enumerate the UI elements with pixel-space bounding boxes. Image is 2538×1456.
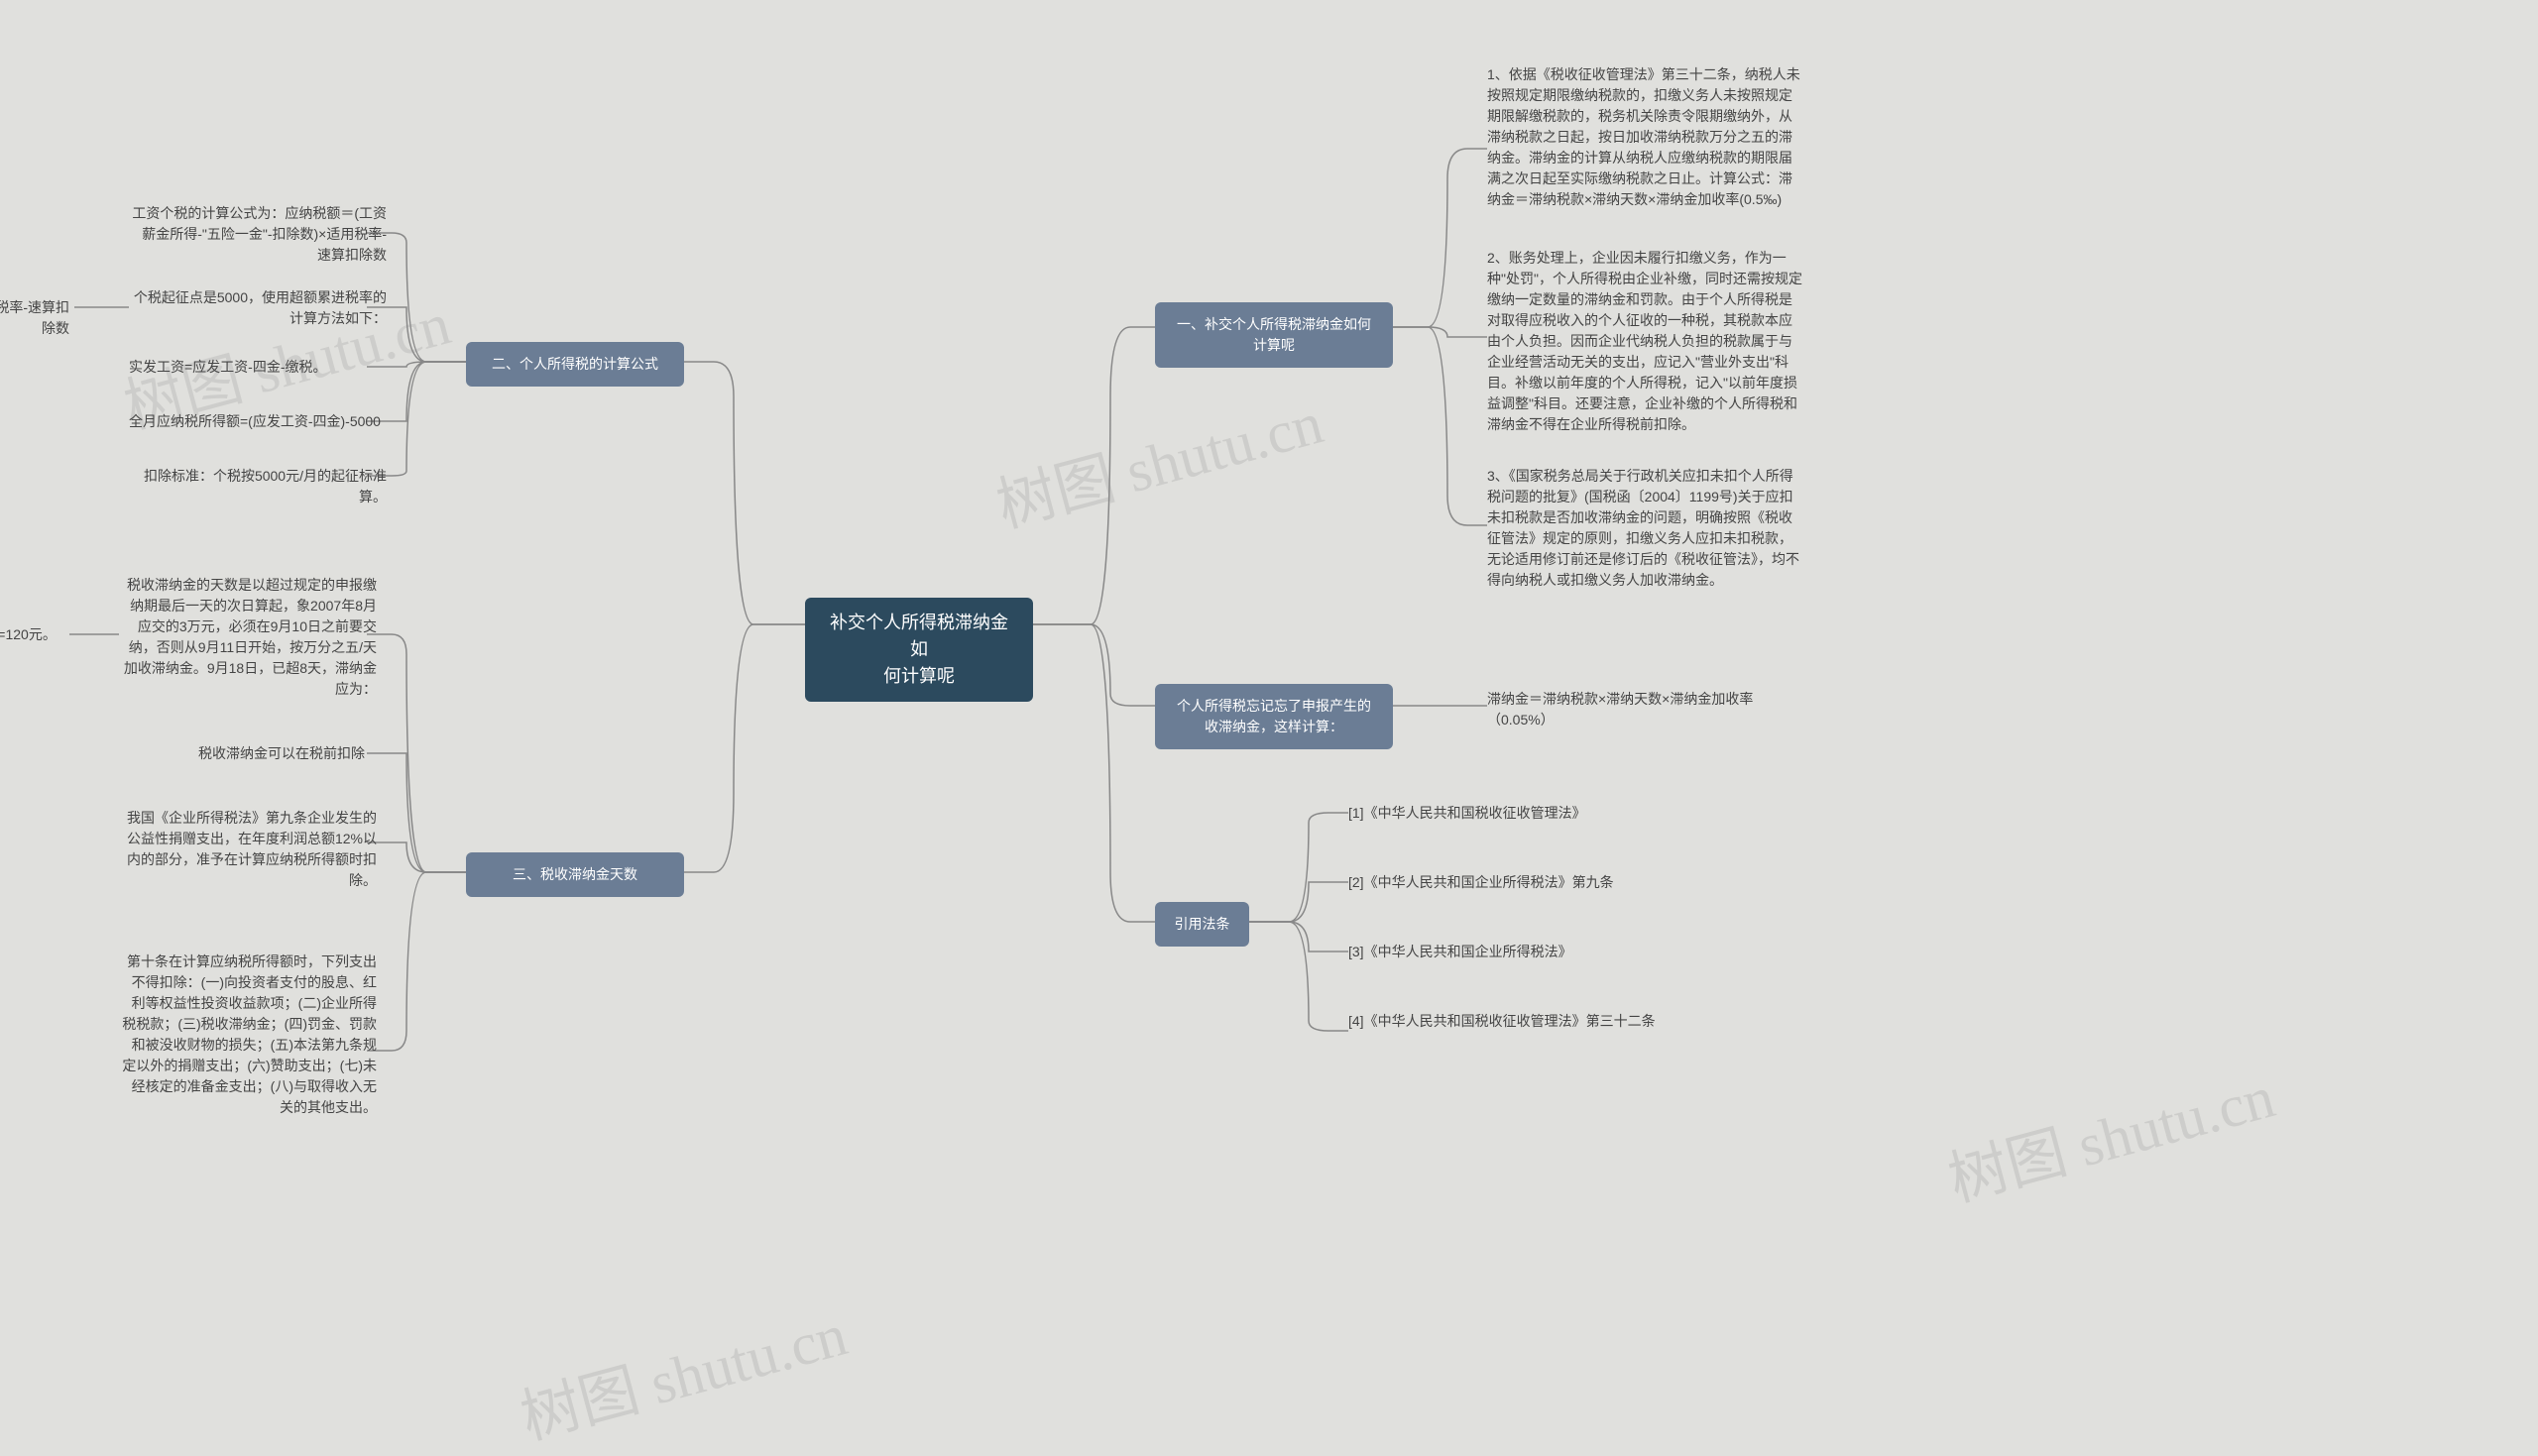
leaf-l3-2: 税收滞纳金可以在税前扣除 [198,743,365,764]
leaf-r3-1: [1]《中华人民共和国税收征收管理法》 [1348,803,1586,824]
leaf-l2-2: 个税起征点是5000，使用超额累进税率的计算方法如下： [129,287,387,329]
leaf-r1-1: 1、依据《税收征收管理法》第三十二条，纳税人未按照规定期限缴纳税款的，扣缴义务人… [1487,64,1804,210]
branch-r2: 个人所得税忘记忘了申报产生的收滞纳金，这样计算： [1155,684,1393,749]
mindmap-center: 补交个人所得税滞纳金如 何计算呢 [805,598,1033,702]
branch-l2: 二、个人所得税的计算公式 [466,342,684,387]
leaf-l2-3: 实发工资=应发工资-四金-缴税。 [129,357,327,378]
watermark: 树图 shutu.cn [1937,1049,2282,1218]
leaf-r1-2: 2、账务处理上，企业因未履行扣缴义务，作为一种"处罚"，个人所得税由企业补缴，同… [1487,248,1804,435]
leaf-r3-2: [2]《中华人民共和国企业所得税法》第九条 [1348,872,1614,893]
watermark: 树图 shutu.cn [510,1287,855,1456]
leaf-l3-1sub: 30000*8*0.05%=120元。 [0,624,57,645]
watermark: 树图 shutu.cn [985,375,1330,544]
leaf-r2-1: 滞纳金＝滞纳税款×滞纳天数×滞纳金加收率（0.05%） [1487,689,1804,730]
leaf-l2-5: 扣除标准：个税按5000元/月的起征标准算。 [129,466,387,507]
leaf-r3-4: [4]《中华人民共和国税收征收管理法》第三十二条 [1348,1011,1656,1032]
leaf-l2-1: 工资个税的计算公式为：应纳税额＝(工资薪金所得-"五险一金"-扣除数)×适用税率… [129,203,387,266]
leaf-l3-4: 第十条在计算应纳税所得额时，下列支出不得扣除：(一)向投资者支付的股息、红利等权… [119,952,377,1118]
leaf-l3-3: 我国《企业所得税法》第九条企业发生的公益性捐赠支出，在年度利润总额12%以内的部… [119,808,377,891]
branch-r3: 引用法条 [1155,902,1249,947]
branch-r1: 一、补交个人所得税滞纳金如何计算呢 [1155,302,1393,368]
leaf-l2-2sub: 缴税=全月应纳税所得额*税率-速算扣除数 [0,297,69,339]
leaf-r3-3: [3]《中华人民共和国企业所得税法》 [1348,942,1572,962]
leaf-l3-1: 税收滞纳金的天数是以超过规定的申报缴纳期最后一天的次日算起，象2007年8月应交… [119,575,377,700]
leaf-l2-4: 全月应纳税所得额=(应发工资-四金)-5000 [129,411,381,432]
branch-l3: 三、税收滞纳金天数 [466,852,684,897]
leaf-r1-3: 3、《国家税务总局关于行政机关应扣未扣个人所得税问题的批复》(国税函〔2004〕… [1487,466,1804,591]
